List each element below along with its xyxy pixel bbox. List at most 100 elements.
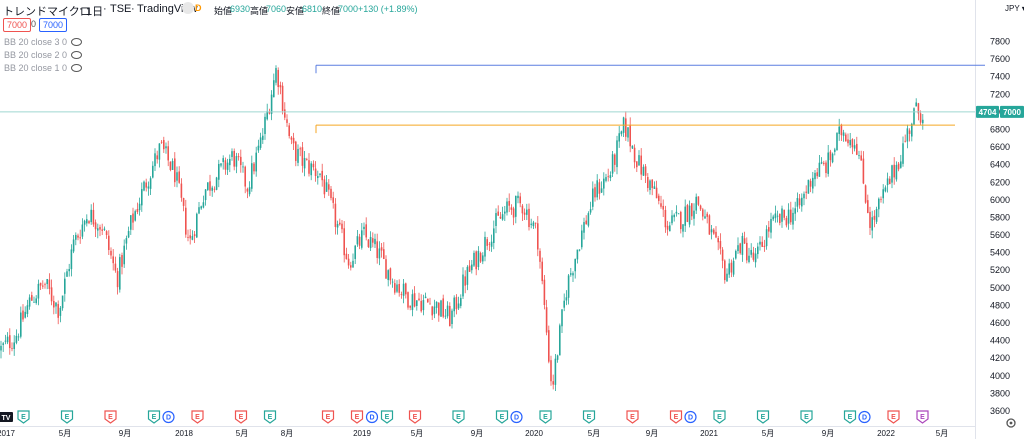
close-label: 終値 — [322, 6, 341, 16]
earnings-event-icon — [104, 410, 117, 424]
candle-body — [110, 250, 112, 256]
candle-body — [805, 191, 807, 193]
candle-body — [281, 85, 284, 111]
candle-body — [706, 213, 708, 217]
candle-body — [427, 298, 429, 303]
candle-body — [680, 211, 682, 230]
y-tick-label: 6200 — [990, 177, 1010, 187]
spread-value: 0 — [31, 19, 37, 29]
eye-icon[interactable] — [71, 38, 83, 46]
buy-price-box[interactable]: 7000 — [39, 18, 68, 32]
interval-label[interactable]: 1日 — [86, 6, 104, 18]
dividend-event-letter: D — [862, 415, 867, 422]
candle-body — [484, 236, 486, 257]
candle-body — [765, 229, 768, 247]
candle-body — [259, 137, 262, 148]
candle-body — [640, 155, 642, 175]
eye-icon[interactable] — [71, 64, 83, 72]
earnings-event-icon — [916, 410, 929, 424]
candle-body — [732, 260, 735, 275]
symbol-name[interactable]: トレンドマイクロ — [3, 6, 91, 18]
candle-body — [218, 163, 220, 180]
candle-body — [72, 239, 75, 252]
open-value: 6930 — [230, 4, 251, 14]
candle-body — [539, 250, 541, 262]
candle-body — [396, 284, 398, 292]
candles — [0, 65, 924, 392]
time-axis: 2017 5月 9月 2018 5月 8月 2019 5月 9月 2020 5月 9月 2021 5月 9月… — [0, 429, 948, 438]
candle-body — [189, 235, 191, 239]
candle-body — [125, 238, 128, 244]
earnings-event-letter: E — [413, 414, 418, 421]
earnings-event-icon — [539, 410, 552, 424]
horizontal-lines — [0, 64, 985, 134]
y-tick-label: 5600 — [990, 230, 1010, 240]
candle-body — [479, 252, 482, 262]
indicator-bb-3[interactable]: BB 20 close 3 0 — [4, 37, 83, 47]
candle-body — [44, 284, 46, 286]
candle-body — [607, 176, 609, 178]
candle-body — [917, 103, 920, 114]
exchange-label: TSE — [110, 3, 132, 15]
high-label: 高値 — [250, 6, 269, 16]
candle-body — [433, 306, 436, 315]
candle-body — [31, 295, 33, 301]
candle-body — [847, 139, 849, 144]
settings-gear-icon[interactable] — [1006, 418, 1016, 428]
candle-body — [108, 235, 110, 251]
eye-icon[interactable] — [71, 51, 83, 59]
candle-body — [875, 209, 878, 222]
candle-body — [675, 211, 678, 214]
sell-price-box[interactable]: 7000 — [3, 18, 32, 32]
candle-body — [37, 283, 40, 299]
candle-body — [878, 198, 880, 210]
indicator-bb-2[interactable]: BB 20 close 2 0 — [4, 50, 83, 60]
indicator-label: BB 20 close 3 0 — [4, 37, 68, 47]
dividend-event-letter: D — [688, 415, 693, 422]
candle-body — [105, 231, 108, 236]
candle-body — [167, 146, 169, 161]
candle-body — [867, 200, 869, 213]
candle-body — [792, 212, 794, 225]
candle-body — [233, 150, 235, 167]
candle-body — [321, 170, 323, 181]
candle-body — [825, 162, 827, 174]
earnings-event-icon — [263, 410, 277, 424]
candle-body — [730, 262, 733, 273]
candle-body — [468, 265, 471, 272]
candle-body — [341, 223, 343, 230]
candle-body — [59, 307, 62, 316]
candle-body — [130, 215, 132, 230]
candle-body — [292, 137, 295, 144]
candle-body — [339, 222, 341, 225]
candle-body — [614, 154, 616, 165]
candle-body — [594, 187, 596, 198]
low-label: 安値 — [286, 6, 305, 16]
candle-body — [532, 222, 535, 227]
candle-body — [724, 260, 726, 281]
candle-body — [174, 158, 176, 183]
candle-body — [6, 336, 9, 343]
candle-body — [473, 252, 475, 266]
candle-body — [660, 203, 662, 207]
indicator-bb-1[interactable]: BB 20 close 1 0 — [4, 63, 83, 73]
candle-body — [152, 165, 154, 178]
candle-body — [15, 335, 18, 343]
candle-body — [83, 220, 86, 225]
candle-body — [244, 166, 246, 187]
earnings-event-letter: E — [761, 414, 766, 421]
y-tick-label: 5800 — [990, 212, 1010, 222]
candle-body — [781, 208, 783, 222]
candle-body — [827, 152, 829, 174]
candle-body — [552, 381, 554, 385]
candle-body — [143, 181, 145, 191]
candle-body — [116, 271, 119, 288]
candle-body — [310, 163, 312, 176]
candle-body — [42, 285, 44, 287]
currency-selector[interactable]: JPY ▾ — [1005, 4, 1024, 13]
candle-body — [596, 180, 598, 198]
candle-body — [17, 336, 20, 338]
candle-body — [693, 210, 695, 219]
candle-body — [163, 140, 165, 150]
